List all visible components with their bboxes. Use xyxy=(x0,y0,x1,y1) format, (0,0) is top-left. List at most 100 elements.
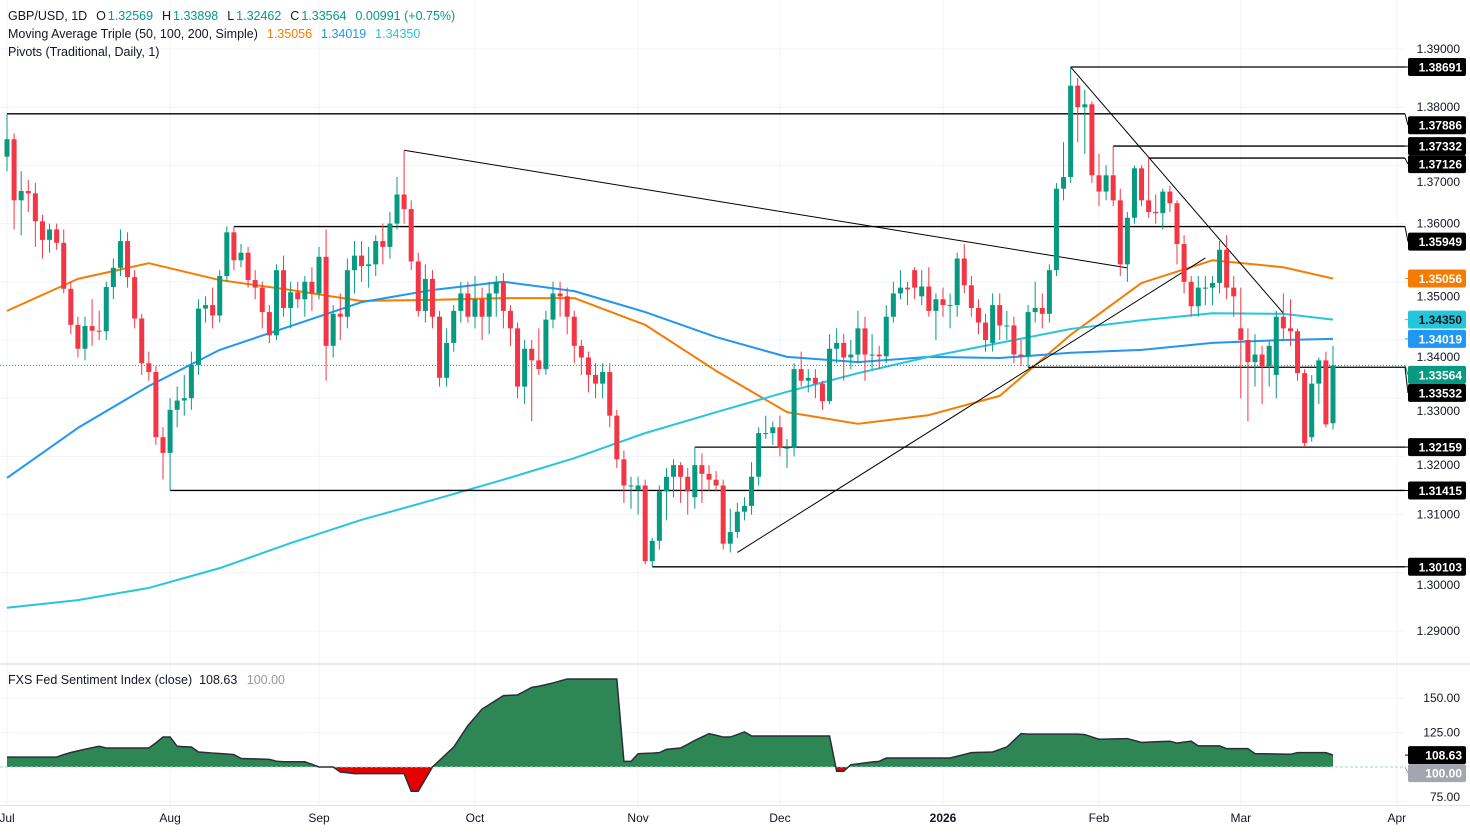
candle xyxy=(181,374,187,416)
pivots-title[interactable]: Pivots (Traditional, Daily, 1) xyxy=(8,45,160,59)
candle xyxy=(224,226,230,282)
candle xyxy=(1224,235,1230,300)
candle-body xyxy=(210,305,216,316)
candle-body xyxy=(153,372,159,438)
candle xyxy=(11,133,17,230)
candle xyxy=(819,380,825,410)
candle xyxy=(210,287,216,329)
candle-body xyxy=(897,287,903,294)
candle-body xyxy=(912,270,918,288)
candle xyxy=(96,310,102,340)
ma-title[interactable]: Moving Average Triple (50, 100, 200, Sim… xyxy=(8,27,258,41)
pivot-price-badge: 1.31415 xyxy=(1405,481,1466,500)
badge-label: 100.00 xyxy=(1425,767,1462,781)
badge-label: 1.37126 xyxy=(1419,158,1463,172)
candle-body xyxy=(1025,312,1031,357)
candle xyxy=(75,316,81,358)
candle-body xyxy=(217,275,223,316)
candle-body xyxy=(39,221,45,240)
candle xyxy=(1252,334,1258,387)
candle xyxy=(394,177,400,230)
sentiment-line xyxy=(7,678,1334,793)
candle-body xyxy=(529,348,535,361)
candle-body xyxy=(585,357,591,375)
candle xyxy=(550,281,556,329)
candle xyxy=(4,114,10,172)
candle-body xyxy=(593,374,599,384)
time-axis-label: Feb xyxy=(1089,811,1110,825)
candle-body xyxy=(706,473,712,480)
candle-body xyxy=(1032,307,1038,313)
candle xyxy=(309,267,315,311)
candle-body xyxy=(25,191,31,194)
candle xyxy=(61,229,67,294)
price-axis-label: 1.32000 xyxy=(1417,458,1461,472)
price-axis-label: 1.31000 xyxy=(1417,508,1461,522)
candle-body xyxy=(359,255,365,267)
badge-label: 1.38691 xyxy=(1419,61,1463,75)
candle xyxy=(195,299,201,375)
trendline xyxy=(737,257,1206,553)
candle-body xyxy=(500,281,506,311)
candle xyxy=(1004,310,1010,340)
candle-body xyxy=(110,267,116,288)
candle xyxy=(756,427,762,486)
candle xyxy=(1195,275,1201,317)
pivot-price-badge: 1.30103 xyxy=(1405,557,1466,576)
candle-body xyxy=(614,415,620,460)
candle-body xyxy=(642,485,648,562)
candle-body xyxy=(75,324,81,349)
pivot-price-badge: 1.37332 xyxy=(1405,137,1466,156)
candle-body xyxy=(968,285,974,308)
low-label: L xyxy=(227,9,235,23)
candle xyxy=(791,363,797,457)
candle xyxy=(245,246,251,288)
high-label: H xyxy=(162,9,172,23)
candle-body xyxy=(1295,331,1301,374)
candle xyxy=(805,369,811,393)
candle xyxy=(777,415,783,457)
badge-connector xyxy=(1404,113,1409,126)
candle-body xyxy=(578,345,584,358)
badge-label: 1.37332 xyxy=(1419,140,1463,154)
candle-body xyxy=(139,318,145,364)
candle-body xyxy=(1131,168,1137,218)
candle xyxy=(1068,67,1074,183)
candle xyxy=(1280,293,1286,340)
candle-body xyxy=(493,281,499,294)
candle-body xyxy=(1245,340,1251,363)
candle-body xyxy=(1103,175,1109,192)
candle xyxy=(1061,142,1067,201)
candle-body xyxy=(1082,104,1088,108)
badge-bg xyxy=(1408,329,1466,348)
candle-body xyxy=(1061,177,1067,189)
candle-body xyxy=(1011,325,1017,355)
candle xyxy=(153,366,159,445)
candle-body xyxy=(685,476,691,492)
candle xyxy=(1287,299,1293,346)
badge-connector xyxy=(1404,157,1409,165)
badge-label: 1.35056 xyxy=(1419,272,1463,286)
candle-body xyxy=(195,308,201,366)
candle xyxy=(621,450,627,503)
candle-body xyxy=(146,363,152,373)
candle-body xyxy=(720,485,726,544)
candle xyxy=(1096,153,1102,207)
candle xyxy=(295,281,301,308)
candle xyxy=(1160,188,1166,230)
candle xyxy=(500,273,506,329)
candle-body xyxy=(1231,287,1237,297)
indicator-title[interactable]: FXS Fed Sentiment Index (close) xyxy=(8,673,193,687)
candle-body xyxy=(600,372,606,384)
candle xyxy=(947,293,953,329)
symbol-title[interactable]: GBP/USD, 1D xyxy=(8,9,88,23)
symbol-legend: GBP/USD, 1D O 1.32569 H 1.33898 L 1.32462 C… xyxy=(8,9,457,24)
candle xyxy=(578,340,584,375)
candle-body xyxy=(1302,373,1308,444)
candle xyxy=(252,270,258,300)
candle-body xyxy=(1188,281,1194,307)
candle-body xyxy=(564,296,570,317)
candle-body xyxy=(1053,188,1059,271)
pivots-legend: Pivots (Traditional, Daily, 1) xyxy=(8,45,161,60)
